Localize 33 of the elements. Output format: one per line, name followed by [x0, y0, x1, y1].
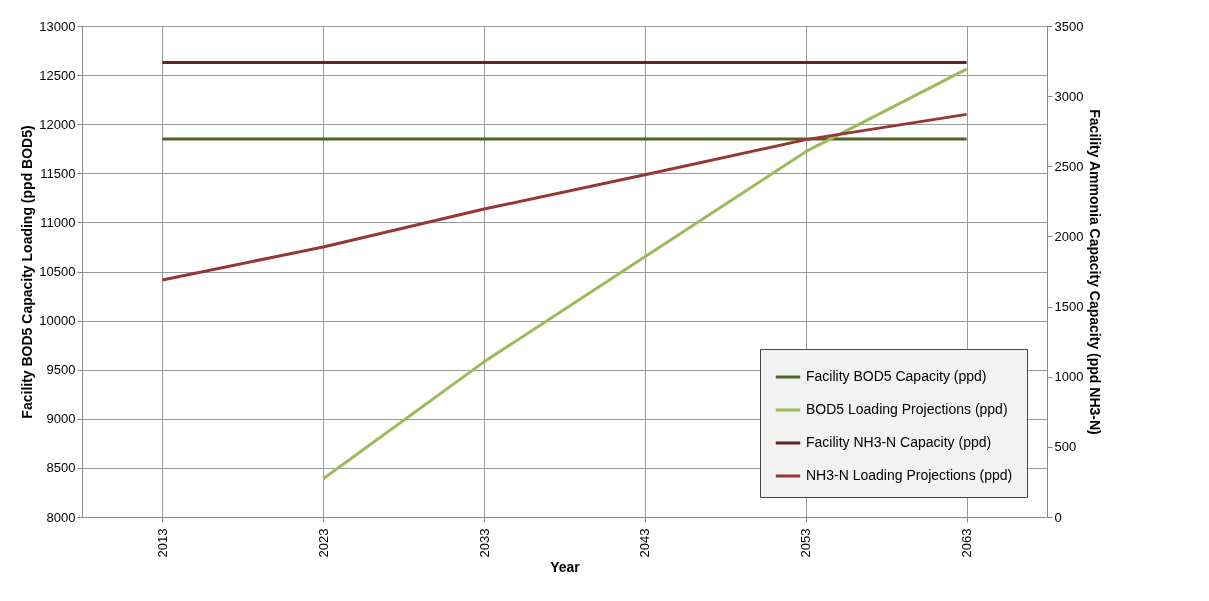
x-tick-label: 2063 — [959, 528, 975, 558]
line-series — [160, 112, 969, 282]
x-tick-label: 2053 — [798, 528, 814, 558]
y2-tick-label: 2000 — [1054, 228, 1084, 244]
y2-axis-title: Facility Ammonia Capacity Capacity (ppd NH3-N) — [1087, 109, 1104, 435]
legend-label: NH3-N Loading Projections (ppd) — [806, 467, 1013, 483]
y2-tick-label: 500 — [1054, 439, 1077, 455]
y-tick-label: 8000 — [46, 509, 76, 525]
x-tick-label: 2023 — [315, 528, 331, 558]
y2-tick-label: 0 — [1054, 509, 1062, 525]
y2-tick-label: 1500 — [1054, 299, 1084, 315]
y2-tick-label: 2500 — [1054, 158, 1084, 174]
x-tick-label: 2033 — [476, 528, 492, 558]
x-tick-label: 2043 — [637, 528, 653, 558]
y-axis-title: Facility BOD5 Capacity Loading (ppd BOD5) — [19, 125, 36, 419]
y-tick-label: 11000 — [40, 214, 76, 230]
legend-label: Facility BOD5 Capacity (ppd) — [806, 368, 987, 384]
y-tick-label: 13000 — [39, 18, 76, 34]
legend-label: BOD5 Loading Projections (ppd) — [806, 401, 1008, 417]
y-tick-label: 10500 — [39, 264, 76, 279]
x-tick-label: 2013 — [154, 528, 170, 558]
y-tick-label: 11500 — [40, 165, 76, 181]
y-tick-label: 12500 — [39, 67, 76, 83]
y-tick-label: 9500 — [46, 362, 76, 378]
y2-tick-label: 3000 — [1054, 88, 1084, 104]
y2-tick-label: 1000 — [1054, 369, 1084, 385]
legend-label: Facility NH3-N Capacity (ppd) — [806, 434, 992, 450]
y-tick-label: 9000 — [46, 411, 76, 427]
y2-tick-label: 3500 — [1054, 18, 1084, 34]
y-tick-label: 8500 — [46, 460, 76, 476]
y-tick-label: 12000 — [39, 116, 76, 132]
y-tick-label: 10000 — [39, 313, 76, 329]
x-axis-title: Year — [550, 559, 581, 576]
